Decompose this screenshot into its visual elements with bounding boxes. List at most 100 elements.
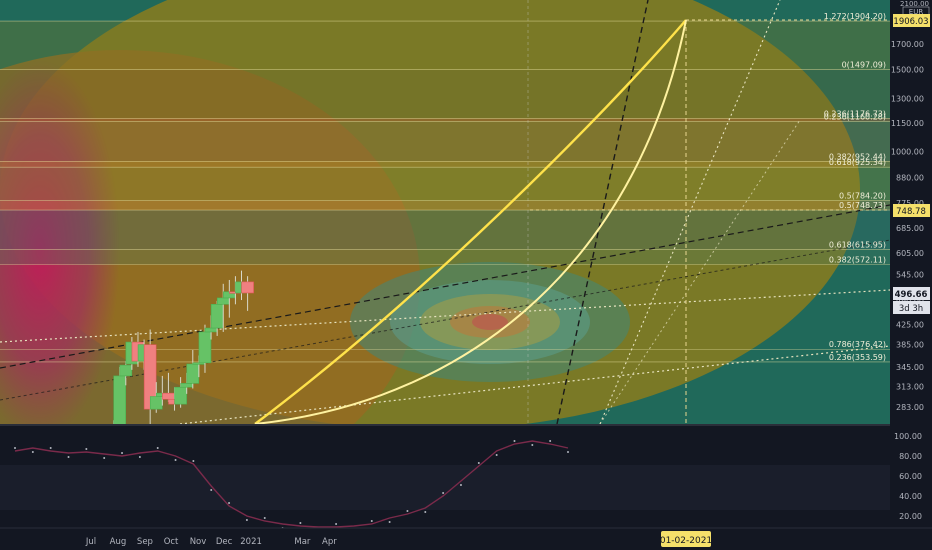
time-badge-label: 01-02-2021 xyxy=(660,536,712,546)
yellow-arc-outer xyxy=(254,19,687,424)
fib-level-label: 0.618(615.95) xyxy=(829,241,886,250)
time-tick-label: Apr xyxy=(322,537,337,547)
time-tick-label: Nov xyxy=(190,537,207,547)
fib-band xyxy=(0,249,890,265)
candle-body xyxy=(180,383,193,388)
currency-label: EUR xyxy=(909,8,924,16)
oscillator-tick-label: 80.00 xyxy=(899,452,922,461)
oscillator-dot xyxy=(370,520,373,522)
candle-body xyxy=(204,327,218,333)
axis-corner-value: 2100.00 xyxy=(900,0,929,8)
badge-countdown xyxy=(893,301,930,314)
oscillator-tick-label: 100.00 xyxy=(894,432,922,441)
oscillator-dot xyxy=(228,502,231,504)
time-tick-label: Dec xyxy=(216,537,233,547)
price-tick-label: 1300.00 xyxy=(891,94,924,103)
price-tick-label: 345.00 xyxy=(896,363,924,372)
candle-body xyxy=(174,386,187,405)
candle-body xyxy=(186,363,200,384)
candles xyxy=(113,270,254,424)
price-tick-label: 775.00 xyxy=(896,199,924,208)
fib-level-label: 0.382(952.44) xyxy=(829,152,886,161)
candle-body xyxy=(149,396,163,410)
fib-level-label: 0.382(572.11) xyxy=(829,255,886,264)
oscillator-tick-label: 20.00 xyxy=(899,512,922,521)
price-tick-label: 385.00 xyxy=(896,341,924,350)
fib-level-label: 0.5(784.20) xyxy=(839,192,886,201)
oscillator-dot xyxy=(210,489,213,491)
price-tick-label: 480.00 xyxy=(896,296,924,305)
fib-level-label: 0.236(353.59) xyxy=(829,353,886,362)
steep-dotted-line-2 xyxy=(599,119,801,424)
steep-dotted-line-1 xyxy=(599,0,781,424)
time-axis[interactable]: Jul Aug Sep Oct Nov Dec 2021 Mar Apr 01-02-2021 xyxy=(0,527,932,550)
price-tick-label: 313.00 xyxy=(896,383,924,392)
fib-level-label: 1.272(1904.20) xyxy=(824,12,886,21)
oscillator-dot xyxy=(263,517,266,519)
oscillator-dot xyxy=(156,447,159,449)
badge-mid-label: 748.78 xyxy=(896,207,926,217)
price-tick-label: 283.00 xyxy=(896,403,924,412)
fib-band xyxy=(0,210,890,250)
price-tick-label: 1150.00 xyxy=(891,119,924,128)
oscillator-dot xyxy=(49,447,52,449)
price-tick-label: 545.00 xyxy=(896,270,924,279)
badge-mid xyxy=(893,204,930,217)
time-badge xyxy=(661,531,711,547)
time-tick-label: 2021 xyxy=(240,537,262,547)
candle-body xyxy=(210,303,224,329)
candle-body xyxy=(198,331,212,364)
oscillator-dot xyxy=(531,444,534,446)
fib-band xyxy=(0,161,890,168)
candle-body xyxy=(119,364,133,377)
oscillator-line xyxy=(14,440,569,528)
candle-body xyxy=(241,281,254,294)
oscillator-dots xyxy=(14,440,569,528)
steep-dashed-line xyxy=(556,0,649,424)
oscillator-dot xyxy=(121,452,124,454)
oscillator-dot xyxy=(192,460,195,462)
oscillator-dot xyxy=(174,459,177,461)
oscillator-dot xyxy=(14,447,16,449)
oscillator-dot xyxy=(549,440,552,442)
fib-level-label: 0.236(1176.73) xyxy=(824,109,886,118)
fib-level-label: 0.786(376.42) xyxy=(829,340,886,349)
oscillator-dot xyxy=(31,451,34,453)
badge-top-label: 1906.03 xyxy=(893,17,928,27)
oscillator-dot xyxy=(567,451,569,453)
oscillator-dot xyxy=(67,456,70,458)
price-tick-label: 425.00 xyxy=(896,321,924,330)
dashed-trendline-upper xyxy=(0,204,890,369)
price-axis[interactable]: 1700.00 1500.00 1300.00 1150.00 1000.00 880.0… xyxy=(890,0,932,528)
price-tick-label: 1500.00 xyxy=(891,65,924,74)
fib-bands xyxy=(0,21,890,265)
badge-countdown-label: 3d 3h xyxy=(899,304,923,314)
time-tick-label: Sep xyxy=(137,537,153,547)
time-tick-label: Oct xyxy=(164,537,179,547)
time-tick-label: Aug xyxy=(110,537,127,547)
dotted-trendline-upper xyxy=(0,289,890,343)
fib-level-label: 0(1497.09) xyxy=(842,61,886,70)
oscillator-dot xyxy=(299,522,302,524)
oscillator-dot xyxy=(335,523,338,525)
fib-band xyxy=(0,121,890,162)
main-pane: 1.272(1904.20) 0(1497.09) 0.236(1176.73) 0.… xyxy=(0,0,890,424)
oscillator-dot xyxy=(388,521,391,523)
oscillator-tick-label: 40.00 xyxy=(899,492,922,501)
fib-band xyxy=(0,167,890,201)
badge-last-label: 496.66 xyxy=(895,290,928,300)
fib-labels: 1.272(1904.20) 0(1497.09) 0.236(1176.73) 0.… xyxy=(824,12,886,362)
fib-level-label: 0.5(748.73) xyxy=(839,201,886,210)
oscillator-dot xyxy=(245,519,248,521)
candle-body xyxy=(216,297,230,305)
fib-band xyxy=(0,118,890,122)
oscillator-dot xyxy=(406,510,409,512)
time-tick-label: Mar xyxy=(294,537,311,547)
oscillator-dot xyxy=(85,448,88,450)
price-tick-label: 685.00 xyxy=(896,224,924,233)
oscillator-dot xyxy=(477,462,480,464)
fib-band xyxy=(0,21,890,70)
badge-last xyxy=(893,287,930,300)
